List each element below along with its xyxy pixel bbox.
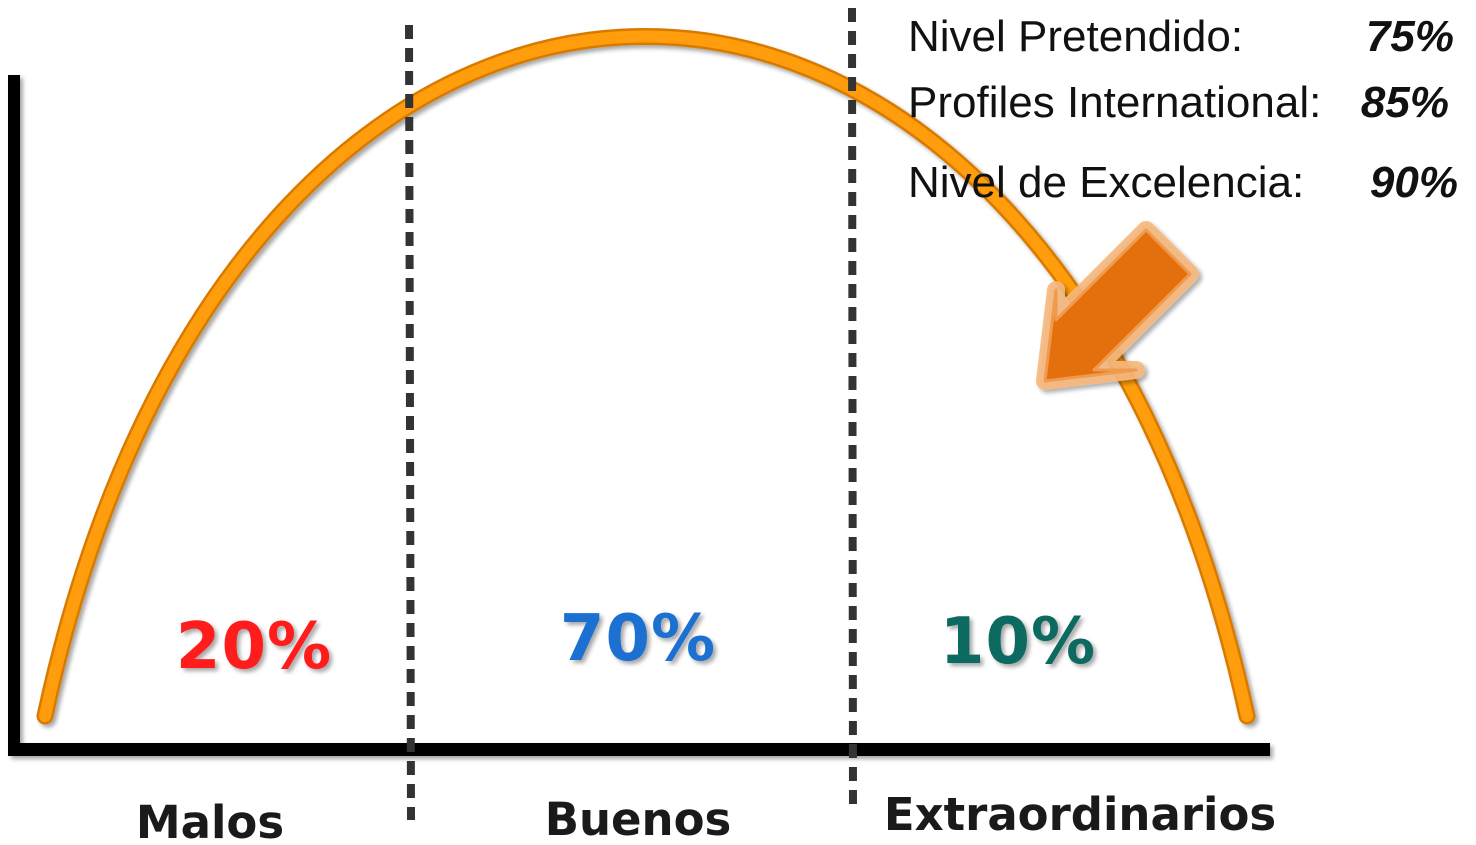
level-label-excelencia: Nivel de Excelencia: <box>908 158 1304 207</box>
segment-label-extraordinarios: Extraordinarios <box>884 788 1276 841</box>
level-value-excelencia: 90% <box>1370 158 1458 207</box>
y-axis <box>8 75 20 755</box>
segment-label-malos: Malos <box>136 796 284 845</box>
segment-percent-extraordinarios: 10% <box>940 605 1096 679</box>
down-left-arrow-icon <box>1036 221 1199 390</box>
divider-right <box>848 7 857 811</box>
level-value-profiles: 85% <box>1361 78 1449 127</box>
level-value-pretendido: 75% <box>1366 12 1454 61</box>
segment-percent-malos: 20% <box>176 610 332 684</box>
segment-percent-buenos: 70% <box>560 602 716 676</box>
axes <box>8 75 1270 756</box>
x-axis <box>8 743 1270 756</box>
level-label-profiles: Profiles International: <box>908 78 1321 127</box>
divider-left <box>405 24 415 821</box>
level-label-pretendido: Nivel Pretendido: <box>908 12 1243 61</box>
dividers <box>405 7 857 821</box>
levels-legend: Nivel Pretendido: 75% Profiles Internati… <box>908 12 1458 207</box>
segment-label-buenos: Buenos <box>545 793 732 845</box>
